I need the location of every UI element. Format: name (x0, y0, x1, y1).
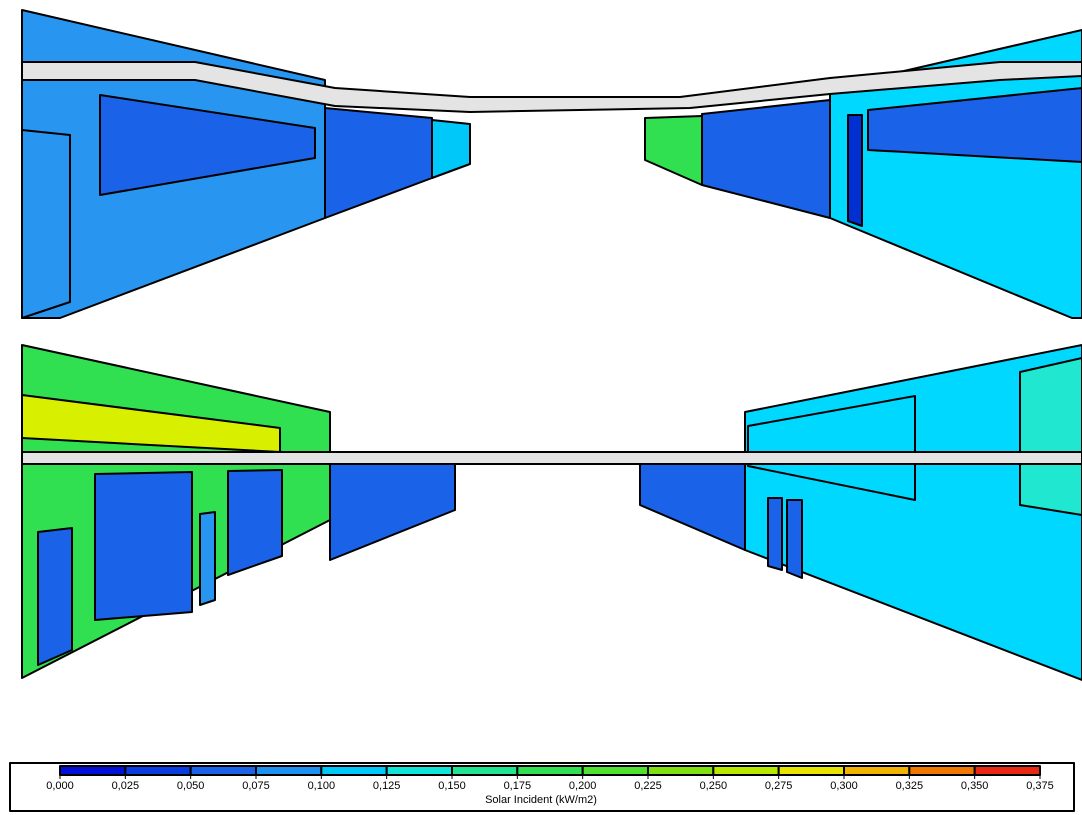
left-mid-wall (325, 108, 432, 218)
tick-label: 0,325 (896, 780, 924, 792)
color-segment (452, 766, 517, 775)
color-segment (975, 766, 1040, 775)
door (787, 500, 802, 578)
beam (22, 452, 1082, 464)
window (95, 472, 192, 620)
color-segment (517, 766, 582, 775)
color-segment (648, 766, 713, 775)
left-mid-wall (330, 462, 455, 560)
tick-label: 0,000 (46, 780, 74, 792)
color-segment (779, 766, 844, 775)
door (768, 498, 782, 570)
legend: Solar Incident (kW/m2) 0,000 0,025 0,050 0,… (10, 763, 1074, 811)
tick-label: 0,100 (308, 780, 336, 792)
tick-label: 0,225 (634, 780, 662, 792)
right-mid-wall (640, 462, 745, 550)
screenshot: Solar Incident (kW/m2) 0,000 0,025 0,050 0,… (0, 0, 1082, 815)
color-segment (60, 766, 125, 775)
color-segment (387, 766, 452, 775)
tick-label: 0,025 (112, 780, 140, 792)
door (38, 528, 72, 665)
color-segment (125, 766, 190, 775)
right-far-wall (645, 116, 702, 185)
color-segment (256, 766, 321, 775)
window (228, 470, 282, 575)
door (848, 115, 862, 226)
tick-label: 0,250 (700, 780, 728, 792)
color-segment (713, 766, 778, 775)
color-segment (191, 766, 256, 775)
color-segment (583, 766, 648, 775)
top-scene (22, 10, 1082, 318)
tick-label: 0,150 (438, 780, 466, 792)
door (22, 130, 70, 318)
tick-label: 0,075 (242, 780, 270, 792)
tick-label: 0,300 (830, 780, 858, 792)
legend-title: Solar Incident (kW/m2) (485, 794, 597, 806)
color-segment (844, 766, 909, 775)
panel (1020, 358, 1082, 515)
tick-label: 0,350 (961, 780, 989, 792)
bottom-scene (22, 345, 1082, 680)
tick-label: 0,200 (569, 780, 597, 792)
color-segment (909, 766, 974, 775)
left-far-wall (432, 120, 470, 178)
tick-label: 0,175 (504, 780, 532, 792)
tick-label: 0,125 (373, 780, 401, 792)
color-segment (321, 766, 386, 775)
tick-label: 0,275 (765, 780, 793, 792)
tick-label: 0,375 (1026, 780, 1054, 792)
right-mid-wall (702, 100, 830, 218)
door (200, 512, 215, 605)
tick-label: 0,050 (177, 780, 205, 792)
